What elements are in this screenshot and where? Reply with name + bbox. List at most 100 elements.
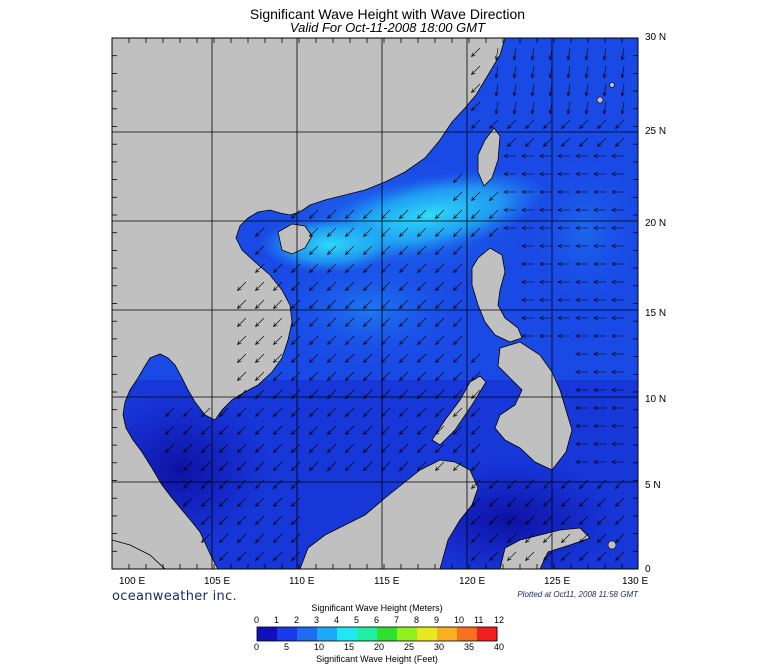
wave-direction-arrow — [471, 83, 481, 93]
wave-direction-arrow — [435, 389, 445, 399]
wave-direction-arrow — [507, 551, 517, 561]
wave-direction-arrow — [363, 245, 373, 255]
wave-direction-arrow — [557, 190, 570, 194]
wave-direction-arrow — [575, 352, 588, 356]
wave-direction-arrow — [291, 497, 301, 507]
wave-direction-arrow — [435, 263, 445, 273]
wave-direction-arrow — [417, 263, 427, 273]
wave-direction-arrow — [471, 515, 481, 525]
wave-direction-arrow — [399, 227, 409, 237]
wave-direction-arrow — [575, 424, 588, 428]
wave-direction-arrow — [539, 316, 552, 320]
wave-direction-arrow — [593, 460, 606, 464]
wave-direction-arrow — [530, 65, 535, 79]
wave-direction-arrow — [255, 389, 265, 399]
legend-color-swatch — [277, 627, 298, 641]
wave-direction-arrow — [237, 389, 247, 399]
wave-direction-arrow — [525, 119, 535, 129]
wave-direction-arrow — [309, 209, 319, 219]
wave-direction-arrow — [327, 353, 337, 363]
wave-direction-arrow — [291, 389, 301, 399]
wave-direction-arrow — [273, 515, 283, 525]
wave-direction-arrow — [381, 443, 391, 453]
wave-direction-arrow — [309, 371, 319, 381]
wave-direction-arrow — [597, 497, 607, 507]
wave-direction-arrow — [273, 533, 283, 543]
land-sulawesi — [499, 527, 591, 569]
legend-feet-tick: 20 — [374, 642, 385, 652]
wave-direction-arrow — [435, 209, 445, 219]
wave-direction-arrow — [183, 479, 193, 489]
land-palawan — [431, 375, 487, 446]
wave-direction-arrow — [525, 533, 535, 543]
wave-direction-arrow — [471, 497, 481, 507]
wave-direction-arrow — [593, 406, 606, 410]
brand-logo-text: oceanweather inc. — [112, 589, 237, 604]
wave-direction-arrow — [435, 281, 445, 291]
wave-direction-arrow — [575, 226, 588, 230]
wave-direction-arrow — [525, 479, 535, 489]
wave-direction-arrow — [417, 335, 427, 345]
wave-direction-arrow — [237, 461, 247, 471]
land-sumatra — [112, 539, 166, 569]
wave-direction-arrow — [291, 317, 301, 327]
wave-direction-arrow — [255, 551, 265, 561]
wave-direction-arrow — [494, 83, 499, 97]
wave-direction-arrow — [291, 335, 301, 345]
wave-direction-arrow — [597, 119, 607, 129]
wave-direction-arrow — [453, 371, 463, 381]
wave-direction-arrow — [273, 335, 283, 345]
wave-direction-arrow — [219, 479, 229, 489]
wave-direction-arrow — [611, 172, 624, 176]
wave-direction-arrows — [165, 47, 625, 561]
wave-direction-arrow — [237, 497, 247, 507]
wave-direction-arrow — [521, 316, 534, 320]
wave-direction-arrow — [255, 263, 265, 273]
wave-direction-arrow — [453, 407, 463, 417]
wave-direction-arrow — [521, 262, 534, 266]
wave-direction-arrow — [507, 479, 517, 489]
legend-color-swatch — [437, 627, 458, 641]
wave-direction-arrow — [309, 461, 319, 471]
wave-direction-arrow — [593, 334, 606, 338]
lon-label-125: 125 E — [544, 576, 571, 587]
wave-direction-arrow — [602, 101, 607, 115]
wave-direction-arrow — [327, 443, 337, 453]
wave-direction-arrow — [219, 461, 229, 471]
wave-direction-arrow — [291, 425, 301, 435]
wave-direction-arrow — [363, 407, 373, 417]
wave-direction-arrow — [399, 335, 409, 345]
wave-direction-arrow — [521, 190, 534, 194]
wave-direction-arrow — [611, 406, 624, 410]
wave-direction-arrow — [548, 101, 553, 115]
wave-direction-arrow — [557, 154, 570, 158]
wave-direction-arrow — [255, 371, 265, 381]
wave-direction-arrow — [593, 352, 606, 356]
wave-direction-arrow — [543, 119, 553, 129]
wave-direction-arrow — [273, 407, 283, 417]
legend-meters-title: Significant Wave Height (Meters) — [311, 603, 443, 613]
wave-direction-arrow — [453, 335, 463, 345]
wave-direction-arrow — [471, 371, 481, 381]
wave-direction-arrow — [611, 442, 624, 446]
wave-direction-arrow — [435, 317, 445, 327]
wave-direction-arrow — [345, 335, 355, 345]
wave-direction-arrow — [363, 317, 373, 327]
wave-direction-arrow — [381, 371, 391, 381]
wave-direction-arrow — [584, 47, 589, 61]
wave-direction-arrow — [575, 334, 588, 338]
wave-direction-arrow — [237, 371, 247, 381]
wave-direction-arrow — [219, 515, 229, 525]
wave-direction-arrow — [489, 209, 499, 219]
wave-direction-arrow — [201, 515, 211, 525]
wave-direction-arrow — [539, 226, 552, 230]
wave-direction-arrow — [539, 190, 552, 194]
wave-direction-arrow — [363, 461, 373, 471]
wave-direction-arrow — [183, 497, 193, 507]
wave-direction-arrow — [494, 47, 499, 61]
wave-direction-arrow — [507, 533, 517, 543]
wave-direction-arrow — [471, 191, 481, 201]
wave-direction-arrow — [471, 533, 481, 543]
lon-label-105: 105 E — [204, 576, 231, 587]
legend-feet-tick: 10 — [314, 642, 325, 652]
